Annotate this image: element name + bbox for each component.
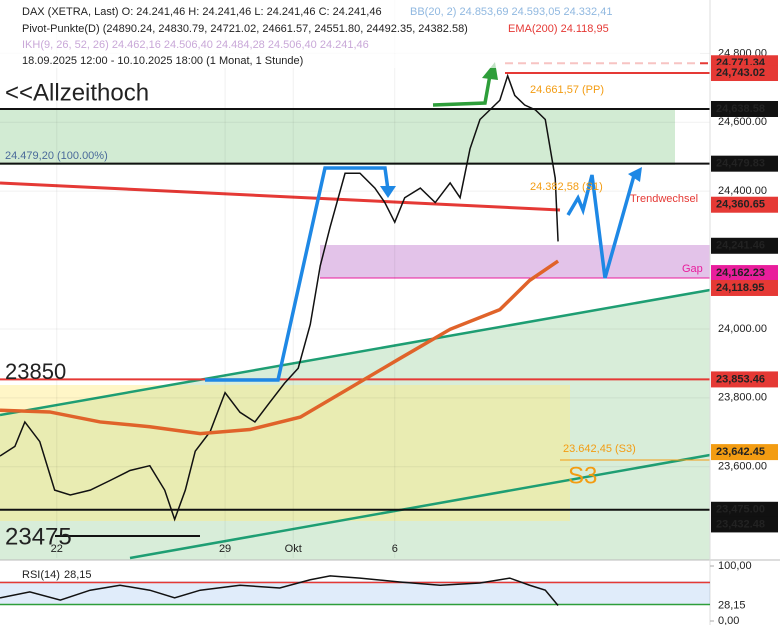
price-label-box bbox=[711, 265, 778, 282]
annotation: S3 bbox=[568, 462, 597, 489]
ath-zone bbox=[0, 110, 675, 165]
price-label: 28,15 bbox=[718, 599, 746, 611]
x-tick-label: Okt bbox=[285, 543, 302, 555]
annotation: 23850 bbox=[5, 359, 66, 384]
price-label-box bbox=[711, 100, 778, 117]
header-text: 18.09.2025 12:00 - 10.10.2025 18:00 (1 M… bbox=[22, 55, 303, 67]
trend-line bbox=[0, 181, 561, 212]
price-label: 24,479.83 bbox=[716, 158, 765, 170]
x-tick-label: 6 bbox=[392, 543, 398, 555]
annotation: <<Allzeithoch bbox=[5, 79, 149, 106]
annotation: 23475 bbox=[5, 523, 72, 550]
y-tick-label: 24,600.00 bbox=[718, 116, 767, 128]
drawn-path bbox=[432, 74, 492, 107]
price-label-box bbox=[711, 501, 778, 518]
drawn-path bbox=[205, 166, 390, 382]
price-label-box bbox=[711, 516, 778, 533]
price-label: 24,743.02 bbox=[716, 67, 765, 79]
x-tick-label: 29 bbox=[219, 543, 231, 555]
annotation: Trendwechsel bbox=[630, 193, 698, 205]
price-label-box bbox=[711, 196, 778, 213]
annotation: Gap bbox=[682, 263, 703, 275]
header-text: DAX (XETRA, Last) O: 24.241,46 H: 24.241… bbox=[22, 6, 382, 18]
support-zone bbox=[0, 385, 570, 521]
price-label-box bbox=[711, 279, 778, 296]
header-text: BB(20, 2) 24.853,69 24.593,05 24.332,41 bbox=[410, 6, 612, 18]
rsi-title: RSI(14) bbox=[22, 569, 60, 581]
price-label: 23,432.48 bbox=[716, 518, 765, 530]
price-label-box bbox=[711, 155, 778, 172]
series-line bbox=[0, 259, 560, 436]
y-tick-label: 100,00 bbox=[718, 560, 752, 572]
trend-line bbox=[0, 288, 711, 417]
price-label: 23,642.45 bbox=[716, 446, 765, 458]
header-text: IKH(9, 26, 52, 26) 24.462,16 24.506,40 2… bbox=[22, 39, 369, 51]
rsi-value: 28,15 bbox=[64, 569, 92, 581]
series-line bbox=[0, 73, 559, 522]
drawn-path bbox=[566, 171, 637, 279]
y-tick-label: 23,600.00 bbox=[718, 461, 767, 473]
price-label: 24,360.65 bbox=[716, 199, 765, 211]
arrow-head bbox=[628, 167, 642, 182]
x-tick-label: 22 bbox=[51, 543, 63, 555]
price-label: 24,162.23 bbox=[716, 267, 765, 279]
y-tick-label: 0,00 bbox=[718, 615, 739, 625]
annotation: 23.642,45 (S3) bbox=[563, 443, 636, 455]
price-label-box bbox=[711, 237, 778, 254]
price-label-box bbox=[711, 371, 778, 388]
rsi-band bbox=[0, 581, 710, 605]
gap-zone bbox=[320, 245, 710, 278]
price-label: 23,475.00 bbox=[716, 504, 765, 516]
y-tick-label: 23,800.00 bbox=[718, 392, 767, 404]
price-label-box bbox=[711, 65, 778, 82]
header-text: EMA(200) 24.118,95 bbox=[508, 23, 609, 35]
price-label: 24,241.46 bbox=[716, 240, 765, 252]
annotation: 24.661,57 (PP) bbox=[530, 84, 604, 96]
header-bg bbox=[0, 0, 700, 68]
price-label: 24,638.58 bbox=[716, 103, 765, 115]
price-label: 24,118.95 bbox=[716, 282, 764, 294]
trend-line bbox=[129, 453, 711, 560]
price-label-box bbox=[711, 444, 778, 461]
annotation: 24.382,58 (S1) bbox=[530, 181, 603, 193]
arrow-head bbox=[380, 186, 396, 198]
annotation: 24.479,20 (100.00%) bbox=[5, 150, 108, 162]
y-tick-label: 24,400.00 bbox=[718, 185, 767, 197]
rsi-line bbox=[0, 575, 559, 606]
y-tick-label: 24,000.00 bbox=[718, 323, 767, 335]
price-label-box bbox=[711, 597, 778, 614]
price-label: 23,853.46 bbox=[716, 373, 765, 385]
channel-zone bbox=[0, 290, 710, 560]
header-text: Pivot-Punkte(D) (24890.24, 24830.79, 247… bbox=[22, 23, 468, 35]
